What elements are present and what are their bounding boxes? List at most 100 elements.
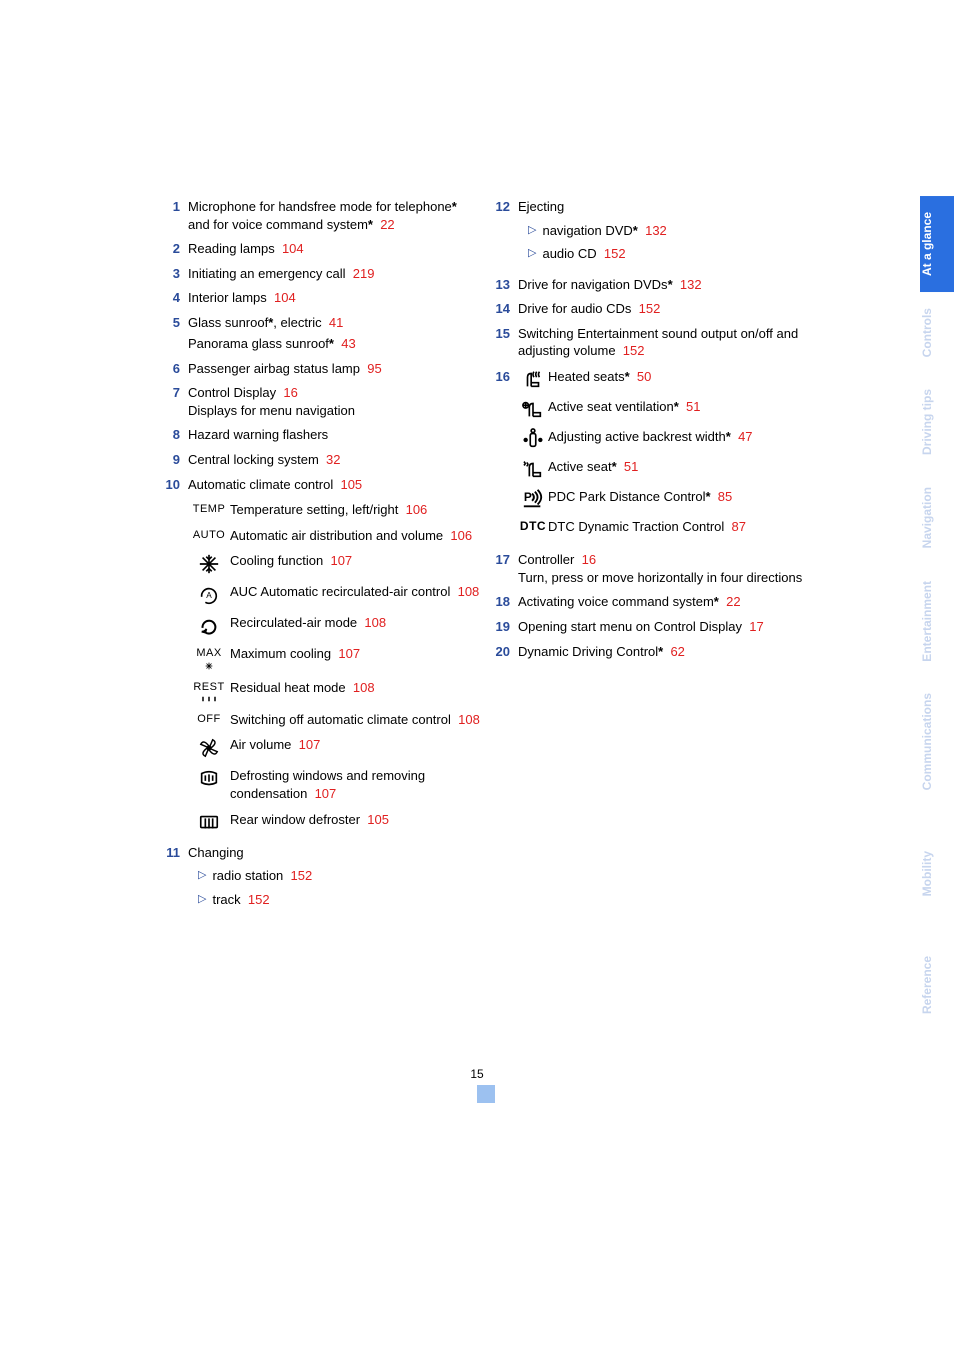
row-heated-seats: Heated seats* 50	[518, 368, 822, 390]
row-auto: AUTO Automatic air distribution and volu…	[188, 527, 492, 545]
page-ref[interactable]: 152	[248, 891, 270, 909]
page-ref[interactable]: 132	[680, 277, 702, 292]
page-ref[interactable]: 50	[637, 369, 651, 384]
auc-icon: A	[188, 583, 230, 606]
page-ref[interactable]: 43	[341, 336, 355, 351]
defrost-rear-icon	[188, 811, 230, 834]
row-recirc: Recirculated-air mode 108	[188, 614, 492, 637]
row-dtc: DTC DTC Dynamic Traction Control 87	[518, 518, 822, 536]
page-ref[interactable]: 152	[639, 301, 661, 316]
row-defrost: Defrosting windows and removing condensa…	[188, 767, 492, 802]
page-ref[interactable]: 16	[283, 385, 297, 400]
page-ref[interactable]: 47	[738, 429, 752, 444]
tab-driving-tips[interactable]: Driving tips	[920, 373, 954, 471]
row-pdc: P PDC Park Distance Control* 85	[518, 488, 822, 510]
page-ref[interactable]: 105	[340, 477, 362, 492]
page-ref[interactable]: 132	[645, 222, 667, 240]
row-active-seat: Active seat* 51	[518, 458, 822, 480]
active-seat-icon	[518, 458, 548, 480]
right-column: 12 Ejecting ▷navigation DVD* 132 ▷audio …	[492, 198, 822, 921]
page-ref[interactable]: 107	[299, 737, 321, 752]
pdc-icon: P	[518, 488, 548, 510]
entry-12: 12 Ejecting ▷navigation DVD* 132 ▷audio …	[492, 198, 822, 269]
page-ref[interactable]: 107	[315, 786, 337, 801]
tab-entertainment[interactable]: Entertainment	[920, 565, 954, 678]
svg-text:P: P	[524, 490, 532, 504]
page-ref[interactable]: 108	[458, 584, 480, 599]
page-ref[interactable]: 104	[274, 290, 296, 305]
page-ref[interactable]: 108	[458, 712, 480, 727]
rest-icon: REST	[188, 679, 230, 703]
tab-controls[interactable]: Controls	[920, 292, 954, 373]
page-ref[interactable]: 106	[406, 502, 428, 517]
temp-icon: TEMP	[188, 501, 230, 517]
tab-reference[interactable]: Reference	[920, 940, 954, 1030]
entry-7: 7 Control Display 16 Displays for menu n…	[162, 384, 492, 419]
row-auc: A AUC Automatic recirculated-air control…	[188, 583, 492, 606]
row-temp: TEMP Temperature setting, left/right 106	[188, 501, 492, 519]
page-ref[interactable]: 41	[329, 315, 343, 330]
max-icon: MAX	[188, 645, 230, 671]
triangle-icon: ▷	[528, 245, 536, 262]
heated-seat-icon	[518, 368, 548, 390]
page-ref[interactable]: 16	[582, 552, 596, 567]
page-ref[interactable]: 219	[353, 266, 375, 281]
page-ref[interactable]: 152	[623, 343, 645, 358]
page-ref[interactable]: 17	[749, 619, 763, 634]
page-ref[interactable]: 106	[450, 528, 472, 543]
page-ref[interactable]: 108	[364, 615, 386, 630]
row-airvolume: Air volume 107	[188, 736, 492, 759]
page-ref[interactable]: 152	[604, 245, 626, 263]
page-ref[interactable]: 62	[670, 644, 684, 659]
row-backrest-width: Adjusting active backrest width* 47	[518, 428, 822, 450]
page-marker	[477, 1085, 495, 1103]
entry-13: 13 Drive for navigation DVDs* 132	[492, 276, 822, 294]
svg-text:A: A	[206, 591, 212, 600]
entry-20: 20 Dynamic Driving Control* 62	[492, 643, 822, 661]
entry-14: 14 Drive for audio CDs 152	[492, 300, 822, 318]
page-ref[interactable]: 95	[367, 361, 381, 376]
defrost-front-icon	[188, 767, 230, 790]
triangle-icon: ▷	[528, 222, 536, 239]
entry-6: 6 Passenger airbag status lamp 95	[162, 360, 492, 378]
page-ref[interactable]: 22	[380, 217, 394, 232]
triangle-icon: ▷	[198, 891, 206, 908]
snowflake-icon	[188, 552, 230, 575]
page-ref[interactable]: 108	[353, 680, 375, 695]
page-ref[interactable]: 85	[718, 489, 732, 504]
page-ref[interactable]: 105	[367, 812, 389, 827]
page-ref[interactable]: 87	[732, 519, 746, 534]
page-ref[interactable]: 104	[282, 241, 304, 256]
entry-10-icons: TEMP Temperature setting, left/right 106…	[162, 501, 492, 833]
page-number: 15	[0, 1067, 954, 1081]
page-ref[interactable]: 51	[686, 399, 700, 414]
row-cooling: Cooling function 107	[188, 552, 492, 575]
page-ref[interactable]: 32	[326, 452, 340, 467]
side-tabs: At a glance Controls Driving tips Naviga…	[920, 196, 954, 1030]
entry-2: 2 Reading lamps 104	[162, 240, 492, 258]
tab-mobility[interactable]: Mobility	[920, 835, 954, 912]
page-ref[interactable]: 107	[338, 646, 360, 661]
row-rest: REST Residual heat mode 108	[188, 679, 492, 703]
entry-8: 8 Hazard warning flashers	[162, 426, 492, 444]
entry-9: 9 Central locking system 32	[162, 451, 492, 469]
tab-at-a-glance[interactable]: At a glance	[920, 196, 954, 292]
page-ref[interactable]: 152	[291, 867, 313, 885]
tab-communications[interactable]: Communications	[920, 677, 954, 806]
backrest-width-icon	[518, 428, 548, 450]
page-ref[interactable]: 107	[330, 553, 352, 568]
triangle-icon: ▷	[198, 867, 206, 884]
tab-navigation[interactable]: Navigation	[920, 471, 954, 564]
page-content: 1 Microphone for handsfree mode for tele…	[162, 198, 822, 921]
entry-4: 4 Interior lamps 104	[162, 289, 492, 307]
row-off: OFF Switching off automatic climate cont…	[188, 711, 492, 729]
entry-15: 15 Switching Entertainment sound output …	[492, 325, 822, 360]
page-ref[interactable]: 22	[726, 594, 740, 609]
row-rear-defrost: Rear window defroster 105	[188, 811, 492, 834]
left-column: 1 Microphone for handsfree mode for tele…	[162, 198, 492, 921]
entry-18: 18 Activating voice command system* 22	[492, 593, 822, 611]
page-ref[interactable]: 51	[624, 459, 638, 474]
entry-16: 16 Heated seats* 50	[492, 368, 822, 544]
entry-19: 19 Opening start menu on Control Display…	[492, 618, 822, 636]
row-max: MAX Maximum cooling 107	[188, 645, 492, 671]
